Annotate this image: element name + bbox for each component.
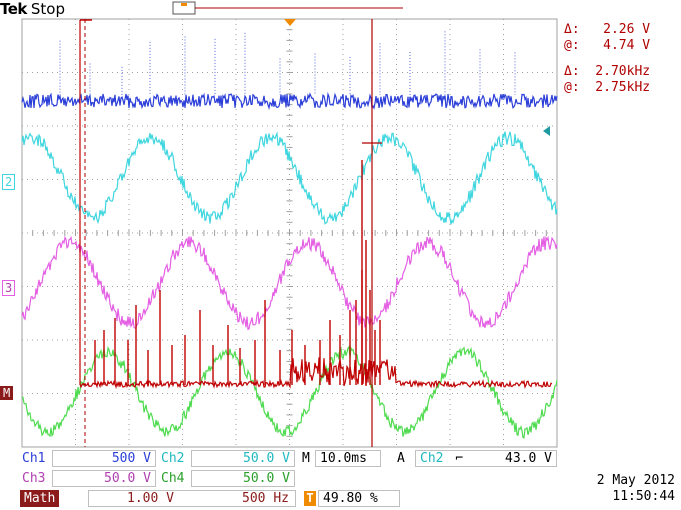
- ch3-scale[interactable]: 50.0 V: [52, 470, 156, 487]
- ch3-marker[interactable]: 3: [2, 280, 16, 296]
- math-trace: [79, 20, 553, 390]
- ch1-label[interactable]: Ch1: [22, 451, 46, 466]
- ch4-trace: [21, 345, 558, 439]
- ch3-label[interactable]: Ch3: [22, 471, 46, 486]
- math-scale: 1.00 V: [127, 491, 174, 506]
- math-marker[interactable]: M: [0, 386, 14, 400]
- waveform-traces: [21, 19, 558, 439]
- overlay-markers: [84, 1, 550, 447]
- trigger-settings[interactable]: Ch2 ⌐ 43.0 V: [415, 450, 557, 467]
- ch2-trace: [21, 131, 558, 225]
- ch1-scale[interactable]: 500 V: [52, 450, 156, 467]
- trigger-label: A: [397, 451, 405, 466]
- cursor-voltage-delta: Δ: 2.26 V: [564, 22, 651, 37]
- cursor-freq-at: @: 2.75kHz: [564, 80, 651, 95]
- ch3-trace: [21, 235, 558, 331]
- timebase-value[interactable]: 10.0ms: [315, 450, 381, 467]
- trigger-slope-icon: ⌐: [455, 451, 464, 466]
- math-frequency: 500 Hz: [242, 491, 289, 506]
- cursor-freq-delta: Δ: 2.70kHz: [564, 64, 651, 79]
- ch4-label[interactable]: Ch4: [161, 471, 185, 486]
- record-trigger-icon: [181, 3, 187, 6]
- acquisition-status: Stop: [30, 0, 65, 18]
- trigger-level-marker: [543, 126, 550, 136]
- ch1-trace: [21, 91, 558, 111]
- brand-logo: Tek: [0, 0, 27, 18]
- ch2-label[interactable]: Ch2: [161, 451, 185, 466]
- trigger-position-icon: T: [304, 491, 316, 506]
- trigger-position-marker: [284, 19, 296, 26]
- timebase-label: M: [302, 451, 310, 466]
- math-settings[interactable]: 1.00 V 500 Hz: [88, 490, 296, 507]
- date: 2 May 2012: [596, 473, 675, 488]
- cursor-voltage-at: @: 4.74 V: [564, 38, 651, 53]
- trigger-source: Ch2: [420, 451, 444, 466]
- ch4-scale[interactable]: 50.0 V: [191, 470, 295, 487]
- trigger-position[interactable]: 49.80 %: [318, 490, 400, 507]
- ch2-marker[interactable]: 2: [2, 174, 16, 190]
- header: Tek Stop: [0, 0, 65, 19]
- ch2-scale[interactable]: 50.0 V: [191, 450, 295, 467]
- math-label[interactable]: Math: [20, 490, 60, 507]
- trigger-level: 43.0 V: [505, 451, 552, 466]
- time: 11:50:44: [612, 489, 675, 504]
